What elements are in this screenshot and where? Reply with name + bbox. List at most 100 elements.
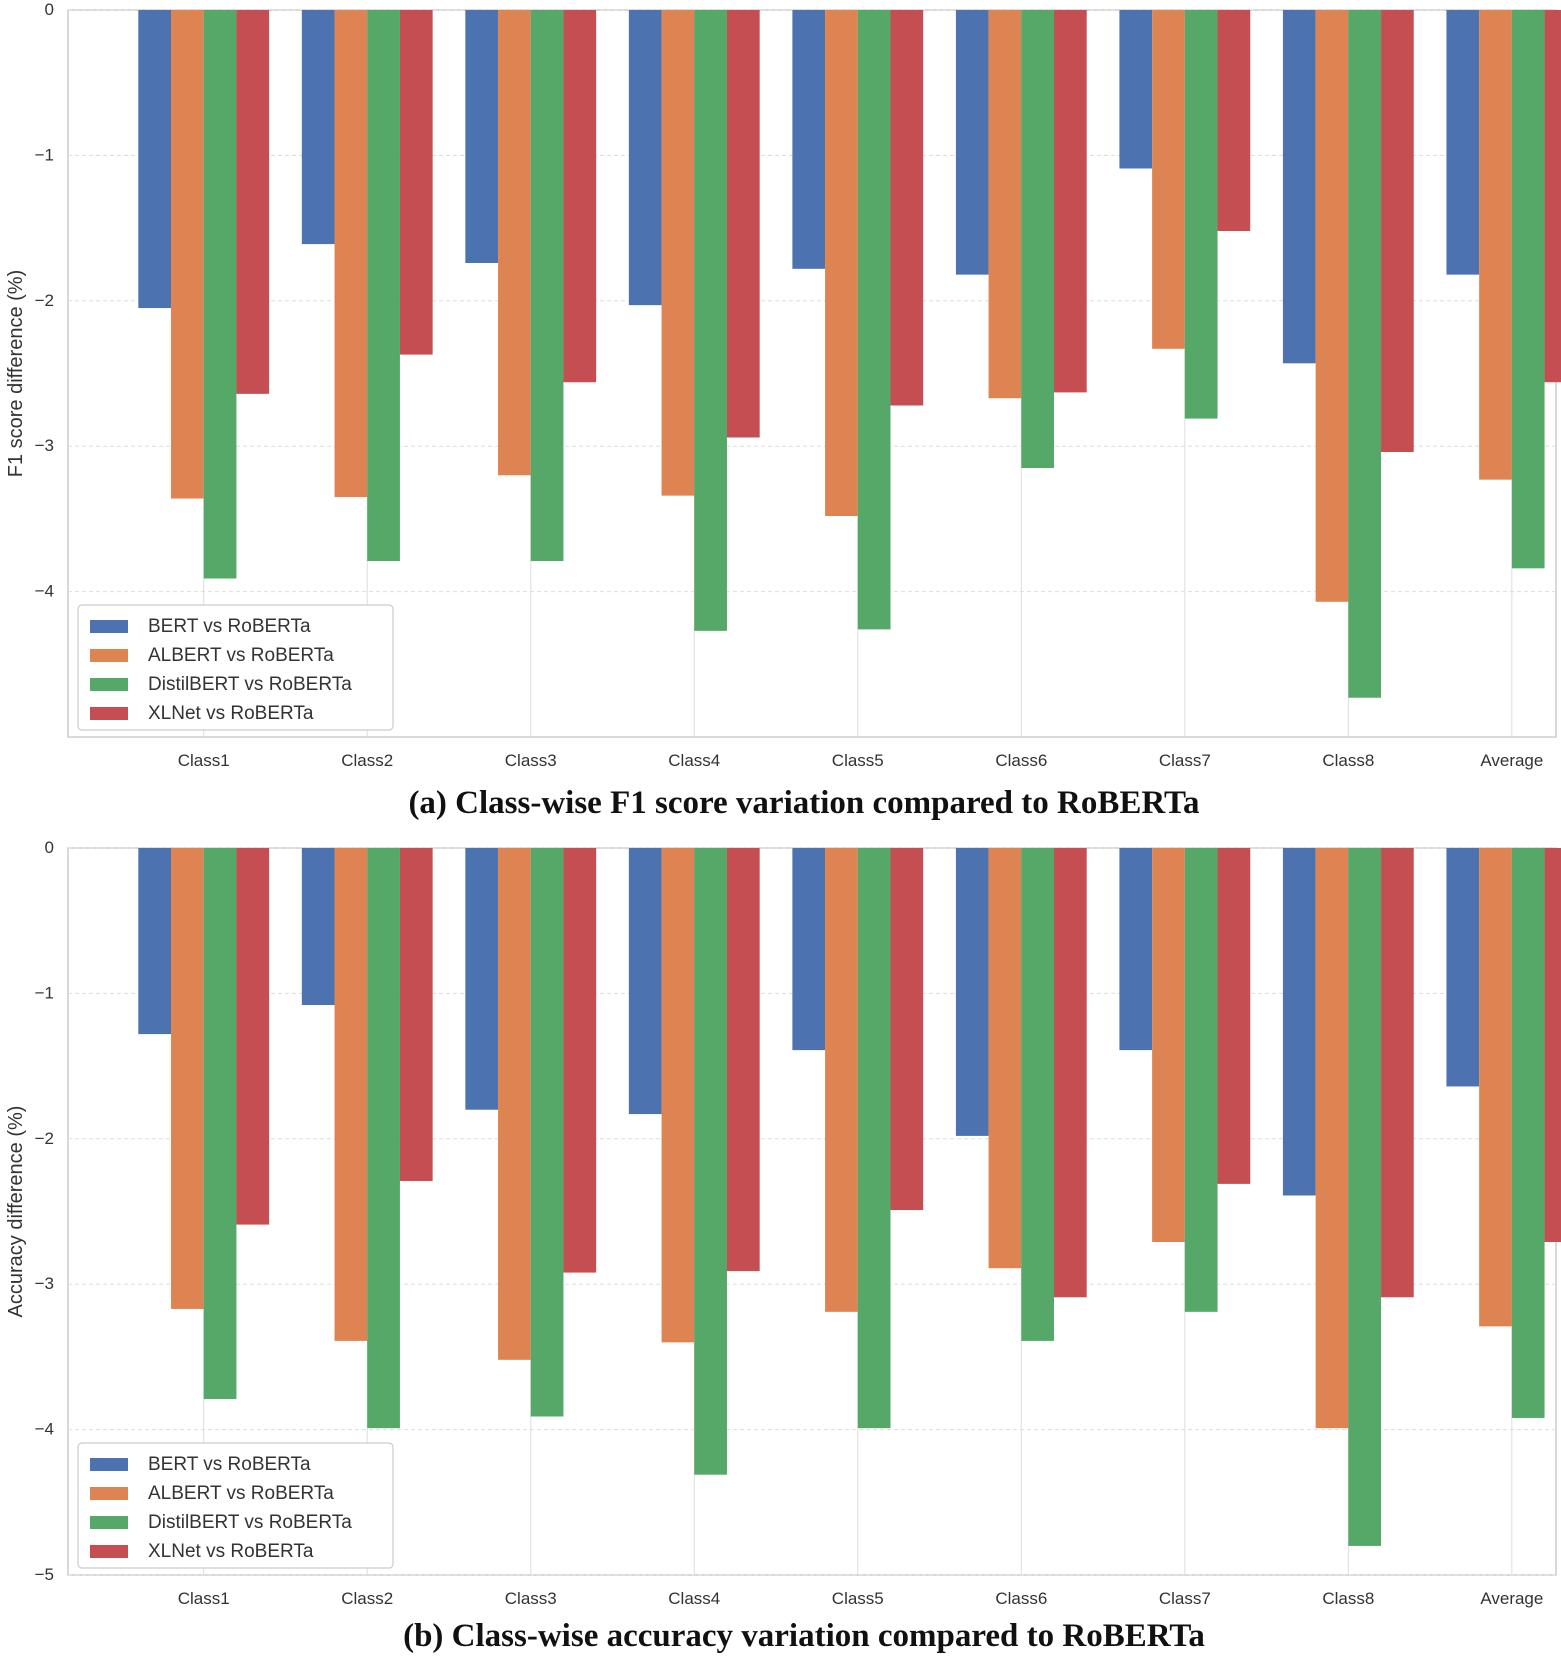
bar-distilbert-class3 bbox=[530, 10, 564, 562]
legend-swatch-xlnet bbox=[90, 707, 128, 720]
legend-label: BERT vs RoBERTa bbox=[148, 1454, 311, 1475]
bar-xlnet-class8 bbox=[1381, 848, 1414, 1298]
bar-bert-class6 bbox=[955, 10, 989, 275]
legend: BERT vs RoBERTa ALBERT vs RoBERTa DistilBE… bbox=[77, 604, 394, 731]
bar-albert-class3 bbox=[498, 10, 531, 476]
x-tick-label: Average bbox=[1480, 751, 1543, 770]
x-tick-label: Class8 bbox=[1322, 1589, 1374, 1608]
bar-xlnet-class6 bbox=[1054, 10, 1087, 393]
bar-xlnet-class1 bbox=[236, 848, 270, 1225]
bar-xlnet-class1 bbox=[236, 10, 270, 394]
bar-bert-class1 bbox=[138, 10, 172, 309]
x-tick-label: Class5 bbox=[832, 1589, 884, 1608]
x-tick-label: Class7 bbox=[1159, 751, 1211, 770]
legend-label: DistilBERT vs RoBERTa bbox=[148, 674, 352, 695]
bar-bert-class1 bbox=[138, 848, 172, 1035]
bar-xlnet-class5 bbox=[890, 10, 924, 406]
bar-albert-class4 bbox=[661, 848, 695, 1343]
bar-bert-class5 bbox=[792, 10, 826, 269]
bar-albert-class3 bbox=[498, 848, 531, 1360]
bar-bert-average bbox=[1446, 10, 1480, 275]
legend-swatch-albert bbox=[90, 649, 128, 662]
legend-box bbox=[77, 1442, 394, 1569]
x-tick-label: Class6 bbox=[995, 751, 1047, 770]
y-tick-label: −2 bbox=[35, 1129, 54, 1148]
bar-distilbert-class1 bbox=[203, 10, 237, 579]
bar-albert-average bbox=[1479, 848, 1512, 1327]
bar-distilbert-class5 bbox=[857, 848, 891, 1429]
y-tick-label: −3 bbox=[35, 1274, 54, 1293]
bar-distilbert-class2 bbox=[367, 848, 400, 1429]
x-tick-label: Class2 bbox=[341, 1589, 393, 1608]
bar-xlnet-class6 bbox=[1054, 848, 1087, 1298]
bar-xlnet-average bbox=[1544, 848, 1561, 1243]
bar-distilbert-class7 bbox=[1184, 848, 1218, 1312]
bar-bert-class2 bbox=[301, 10, 335, 245]
bar-albert-class8 bbox=[1315, 10, 1349, 602]
bar-bert-class3 bbox=[465, 10, 499, 263]
y-tick-label: 0 bbox=[45, 0, 54, 19]
x-tick-label: Class3 bbox=[505, 1589, 557, 1608]
bar-bert-class7 bbox=[1119, 848, 1153, 1051]
legend-label: XLNet vs RoBERTa bbox=[148, 703, 314, 724]
bar-bert-class6 bbox=[955, 848, 989, 1136]
y-tick-label: −2 bbox=[35, 291, 54, 310]
bar-xlnet-class5 bbox=[890, 848, 924, 1211]
legend-label: ALBERT vs RoBERTa bbox=[148, 645, 334, 666]
bar-xlnet-class7 bbox=[1217, 10, 1251, 232]
y-axis-label: Accuracy difference (%) bbox=[5, 1106, 27, 1318]
legend-label: BERT vs RoBERTa bbox=[148, 616, 311, 637]
bar-distilbert-class8 bbox=[1348, 10, 1382, 698]
bar-distilbert-class3 bbox=[530, 848, 564, 1417]
bar-xlnet-class8 bbox=[1381, 10, 1414, 453]
x-tick-label: Average bbox=[1480, 1589, 1543, 1608]
bar-xlnet-class4 bbox=[726, 10, 760, 438]
bar-distilbert-class5 bbox=[857, 10, 891, 630]
legend-swatch-bert bbox=[90, 620, 128, 633]
x-tick-label: Class5 bbox=[832, 751, 884, 770]
legend-swatch-albert bbox=[90, 1487, 128, 1500]
y-tick-label: −4 bbox=[35, 582, 54, 601]
bar-bert-class5 bbox=[792, 848, 826, 1051]
bar-distilbert-class7 bbox=[1184, 10, 1218, 419]
legend: BERT vs RoBERTa ALBERT vs RoBERTa DistilBE… bbox=[77, 1442, 394, 1569]
legend-swatch-distilbert bbox=[90, 678, 128, 691]
x-tick-label: Class1 bbox=[178, 1589, 230, 1608]
legend-swatch-distilbert bbox=[90, 1516, 128, 1529]
bar-bert-class3 bbox=[465, 848, 499, 1110]
bar-xlnet-class4 bbox=[726, 848, 760, 1272]
panel-accuracy: 0 −1 −2 −3 −4 −5 Class1 Class2 Class3 Class4 Class… bbox=[5, 838, 1561, 1654]
bar-albert-class5 bbox=[825, 848, 858, 1312]
figure-caption: (b) Class-wise accuracy variation compar… bbox=[403, 1618, 1205, 1654]
bar-distilbert-class8 bbox=[1348, 848, 1382, 1546]
bar-albert-class6 bbox=[988, 10, 1022, 399]
legend-swatch-xlnet bbox=[90, 1545, 128, 1558]
x-tick-label: Class6 bbox=[995, 1589, 1047, 1608]
bar-xlnet-class3 bbox=[563, 848, 597, 1273]
bar-xlnet-average bbox=[1544, 10, 1561, 383]
bar-bert-class8 bbox=[1282, 848, 1316, 1196]
bar-bert-class4 bbox=[628, 848, 662, 1115]
legend-box bbox=[77, 604, 394, 731]
bar-bert-class2 bbox=[301, 848, 335, 1006]
y-axis-label: F1 score difference (%) bbox=[5, 270, 27, 478]
bar-bert-class4 bbox=[628, 10, 662, 306]
y-tick-label: −4 bbox=[35, 1420, 54, 1439]
x-tick-label: Class3 bbox=[505, 751, 557, 770]
bar-bert-average bbox=[1446, 848, 1480, 1087]
y-tick-label: −5 bbox=[35, 1565, 54, 1584]
bar-distilbert-class2 bbox=[367, 10, 400, 562]
x-tick-label: Class4 bbox=[668, 751, 720, 770]
bar-bert-class8 bbox=[1282, 10, 1316, 364]
bar-albert-class6 bbox=[988, 848, 1022, 1269]
y-tick-label: −1 bbox=[35, 983, 54, 1002]
y-tick-label: −3 bbox=[35, 436, 54, 455]
bar-albert-class8 bbox=[1315, 848, 1349, 1429]
legend-swatch-bert bbox=[90, 1458, 128, 1471]
legend-label: ALBERT vs RoBERTa bbox=[148, 1483, 334, 1504]
bar-albert-class2 bbox=[334, 10, 368, 498]
bar-albert-class5 bbox=[825, 10, 858, 516]
bar-distilbert-average bbox=[1511, 848, 1545, 1418]
legend-label: XLNet vs RoBERTa bbox=[148, 1541, 314, 1562]
